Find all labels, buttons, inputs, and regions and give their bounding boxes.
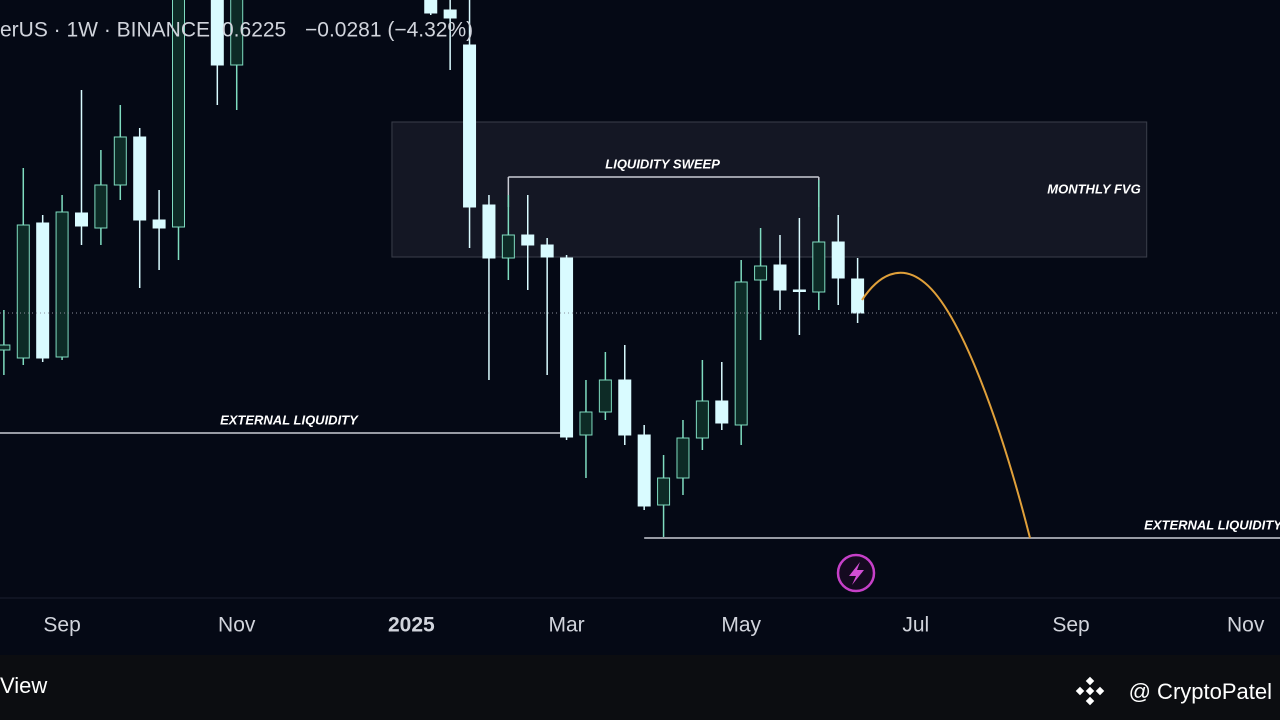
x-tick-label: Nov [218,614,256,637]
level-label: EXTERNAL LIQUIDITY [220,412,359,427]
x-tick-label: Nov [1227,614,1265,637]
candle-body [695,400,709,439]
footer-bar [0,655,1280,720]
candle-body [792,289,806,292]
candle-body [773,264,787,291]
candle-body [36,222,50,359]
candle-body [152,219,166,229]
candle-body [579,411,593,436]
candle-body [463,44,477,208]
header-price: 0.6225 [222,19,286,42]
x-tick-label: Jul [902,614,929,637]
binance-logo [1075,676,1105,706]
level-label: LIQUIDITY SWEEP [605,156,720,171]
lightning-icon [836,553,876,593]
candle-body [210,0,224,66]
candle-body [16,224,30,359]
candle-body [734,281,748,426]
candle-body [618,379,632,436]
candle-body [55,211,69,358]
x-tick-label: Sep [43,614,80,637]
zone-label: MONTHLY FVG [1047,181,1140,196]
x-tick-label: Sep [1052,614,1089,637]
candle-body [0,344,11,351]
plot-background [0,0,1280,655]
header-change: −0.0281 (−4.32%) [305,19,473,42]
candle-body [74,212,88,227]
level-label: EXTERNAL LIQUIDITY [1144,517,1280,532]
candle-body [230,0,244,66]
candle-body [172,0,186,228]
time-axis: Sep Nov 2025 Mar May Jul Sep Nov [43,614,1264,637]
candle-body [676,437,690,479]
fvg-zone [391,121,1148,258]
footer-left: View [0,673,47,698]
candle-body [851,278,865,314]
candle-body [637,434,651,507]
candle-body [540,244,554,258]
candle-body [133,136,147,221]
x-tick-label: 2025 [388,614,435,637]
candle-body [831,241,845,279]
candle-body [443,9,457,19]
projection-curve [861,271,1031,539]
candle-body [113,136,127,186]
candle-body [560,257,574,438]
candle-body [657,477,671,506]
candle-body [501,234,515,259]
candle-body [812,241,826,293]
candle-body [754,265,768,281]
candle-body [424,0,438,14]
x-tick-label: Mar [548,614,584,637]
candle-body [598,379,612,413]
x-tick-label: May [721,614,761,637]
footer-right: @ CryptoPatel [1129,679,1272,704]
header-symbol: erUS · 1W · BINANCE [0,19,210,42]
candle-body [715,400,729,424]
candle-body [482,204,496,259]
candle-body [94,184,108,229]
plot-area: MONTHLY FVG LIQUIDITY SWEEP EXTERNAL LIQUI… [0,0,1280,539]
candle-body [521,234,535,246]
